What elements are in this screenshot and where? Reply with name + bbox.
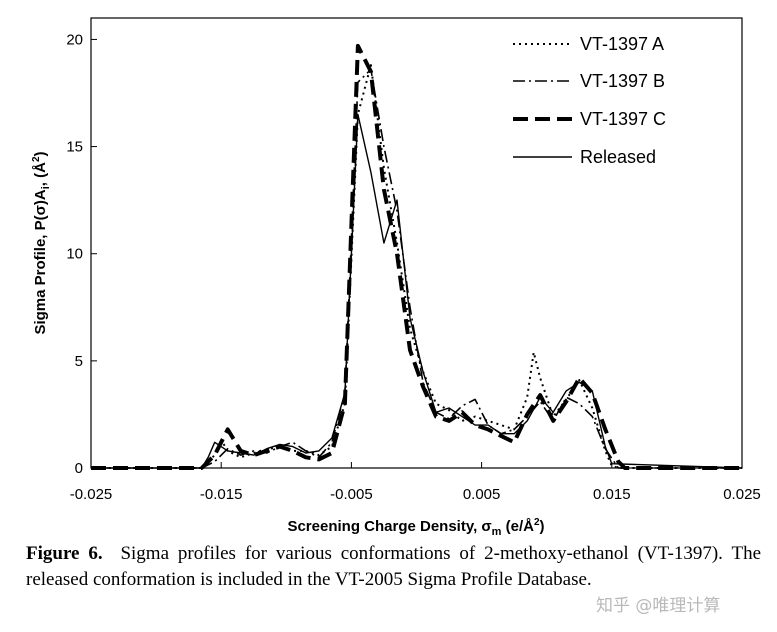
y-tick-label: 5 [75, 353, 83, 370]
x-tick-label: 0.025 [723, 486, 761, 503]
sigma-profile-chart: 0 5 10 15 20 -0.025 -0.015 -0.005 0.005 0.015 0.02… [31, 17, 761, 538]
legend: VT-1397 A VT-1397 B VT-1397 C Released [513, 34, 666, 167]
x-tick-label: -0.015 [200, 486, 243, 503]
legend-label-vt-1397-b: VT-1397 B [580, 71, 665, 91]
legend-label-released: Released [580, 147, 656, 167]
x-tick-label: -0.025 [70, 486, 113, 503]
y-tick-label: 20 [66, 31, 83, 48]
figure-caption: Figure 6. Sigma profiles for various con… [26, 541, 761, 593]
y-tick-label: 15 [66, 139, 83, 156]
series-layer [91, 43, 743, 470]
figure-label: Figure 6. [26, 543, 103, 564]
x-tick-label: 0.005 [463, 486, 501, 503]
legend-label-vt-1397-a: VT-1397 A [580, 34, 664, 54]
caption-text: Sigma profiles for various conformations… [26, 543, 762, 590]
series-line-released [91, 113, 743, 469]
x-tick-label: 0.015 [593, 486, 631, 503]
x-tick-label: -0.005 [330, 486, 373, 503]
y-axis-title: Sigma Profile, P(σ)Ai, (Å2) [31, 151, 52, 334]
axis-ticks: 0 5 10 15 20 -0.025 -0.015 -0.005 0.005 0.015 0.02… [66, 31, 760, 503]
series-line-vt-1397-b [91, 68, 742, 469]
y-tick-label: 0 [75, 460, 83, 477]
x-axis-title: Screening Charge Density, σm (e/Å2) [287, 517, 544, 538]
series-line-vt-1397-c [91, 43, 742, 470]
plot-frame [90, 17, 743, 469]
watermark: 知乎 @唯理计算 [596, 596, 721, 616]
legend-label-vt-1397-c: VT-1397 C [580, 109, 666, 129]
y-tick-label: 10 [66, 246, 83, 263]
